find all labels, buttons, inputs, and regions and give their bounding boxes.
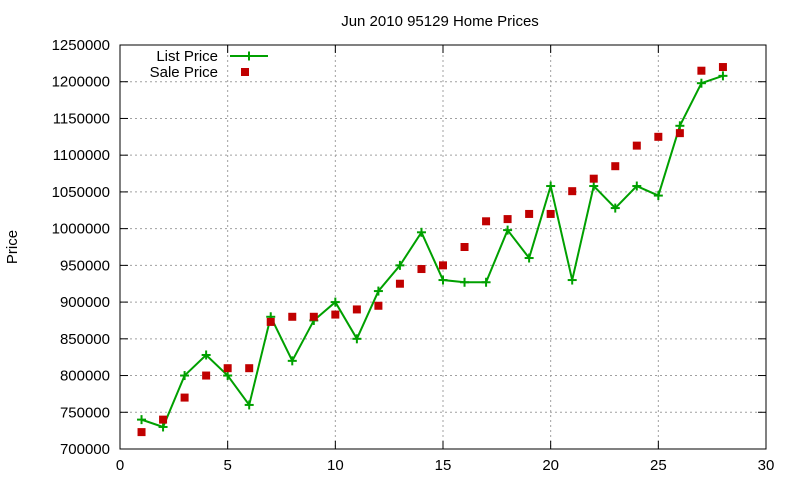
y-tick-label: 1150000 bbox=[53, 110, 110, 127]
data-series bbox=[137, 63, 728, 437]
y-tick-label: 1200000 bbox=[52, 74, 110, 91]
series-1 bbox=[137, 63, 727, 437]
legend-label-list-price: List Price bbox=[156, 48, 218, 65]
data-point-sale-price bbox=[223, 364, 232, 373]
series-line bbox=[141, 74, 724, 429]
axis-ticks: 700000 750000 800000 850000 900000 950000 1000… bbox=[52, 37, 775, 474]
y-tick-label: 900000 bbox=[60, 294, 110, 311]
data-point-list-price bbox=[137, 415, 147, 425]
y-tick-label: 800000 bbox=[60, 368, 110, 385]
data-point-sale-price bbox=[482, 217, 491, 226]
data-point-sale-price bbox=[159, 415, 168, 424]
data-point-list-price bbox=[675, 121, 685, 131]
y-tick-label: 850000 bbox=[60, 331, 110, 348]
data-point-list-price bbox=[244, 400, 254, 410]
data-point-list-price bbox=[395, 260, 405, 270]
y-tick-label: 1000000 bbox=[52, 221, 110, 238]
x-tick-label: 0 bbox=[116, 457, 124, 474]
data-point-sale-price bbox=[546, 209, 555, 218]
data-point-sale-price bbox=[352, 305, 361, 314]
y-tick-label: 750000 bbox=[60, 404, 110, 421]
data-point-sale-price bbox=[460, 243, 469, 251]
data-point-sale-price bbox=[611, 162, 620, 171]
grid-lines bbox=[120, 45, 766, 449]
x-tick-label: 15 bbox=[435, 457, 452, 474]
data-point-list-price bbox=[373, 286, 383, 296]
x-tick-label: 5 bbox=[223, 457, 231, 474]
y-tick-label: 1100000 bbox=[53, 147, 110, 164]
data-point-list-price bbox=[352, 334, 362, 344]
data-point-list-price bbox=[589, 181, 599, 191]
data-point-sale-price bbox=[697, 66, 706, 75]
data-point-list-price bbox=[201, 350, 211, 360]
data-point-sale-price bbox=[202, 371, 211, 380]
data-point-sale-price bbox=[632, 141, 641, 150]
data-point-sale-price bbox=[245, 364, 254, 373]
data-point-sale-price bbox=[718, 63, 727, 72]
data-point-list-price bbox=[546, 181, 556, 191]
data-point-list-price bbox=[180, 371, 190, 381]
data-point-sale-price bbox=[137, 428, 146, 437]
y-tick-label: 950000 bbox=[60, 257, 110, 274]
data-point-list-price bbox=[460, 277, 470, 287]
data-point-sale-price bbox=[374, 301, 383, 310]
y-tick-label: 1250000 bbox=[52, 37, 110, 54]
data-point-list-price bbox=[481, 277, 491, 287]
data-point-sale-price bbox=[525, 209, 534, 218]
data-point-list-price bbox=[696, 78, 706, 88]
data-point-list-price bbox=[223, 371, 233, 381]
data-point-sale-price bbox=[331, 310, 340, 319]
x-tick-label: 25 bbox=[650, 457, 667, 474]
legend-marker-list-price bbox=[244, 51, 254, 61]
data-point-sale-price bbox=[503, 215, 512, 224]
x-tick-label: 20 bbox=[542, 457, 559, 474]
data-point-list-price bbox=[718, 71, 728, 81]
y-tick-label: 1050000 bbox=[52, 184, 110, 201]
legend-label-sale-price: Sale Price bbox=[150, 64, 218, 81]
data-point-sale-price bbox=[288, 312, 297, 321]
series-0 bbox=[137, 71, 728, 432]
data-point-sale-price bbox=[568, 187, 577, 196]
data-point-list-price bbox=[330, 297, 340, 307]
data-point-sale-price bbox=[589, 174, 598, 183]
data-point-sale-price bbox=[395, 279, 404, 288]
legend: List Price Sale Price bbox=[150, 48, 268, 81]
data-point-sale-price bbox=[266, 317, 275, 326]
chart-title: Jun 2010 95129 Home Prices bbox=[341, 13, 539, 30]
data-point-sale-price bbox=[309, 312, 318, 321]
legend-marker-sale-price bbox=[241, 68, 249, 76]
y-tick-label: 700000 bbox=[60, 441, 110, 458]
data-point-list-price bbox=[287, 356, 297, 366]
data-point-list-price bbox=[653, 191, 663, 201]
data-point-sale-price bbox=[675, 129, 684, 138]
data-point-list-price bbox=[438, 275, 448, 285]
y-axis-label: Price bbox=[4, 230, 21, 264]
x-tick-label: 30 bbox=[758, 457, 775, 474]
data-point-list-price bbox=[632, 181, 642, 191]
data-point-list-price bbox=[567, 275, 577, 285]
data-point-list-price bbox=[524, 253, 534, 263]
data-point-sale-price bbox=[417, 265, 426, 274]
data-point-list-price bbox=[158, 422, 168, 432]
data-point-list-price bbox=[503, 225, 513, 235]
x-tick-label: 10 bbox=[327, 457, 344, 474]
data-point-list-price bbox=[416, 227, 426, 237]
data-point-list-price bbox=[610, 203, 620, 213]
data-point-sale-price bbox=[180, 393, 189, 402]
data-point-sale-price bbox=[439, 261, 447, 270]
data-point-sale-price bbox=[654, 132, 663, 141]
